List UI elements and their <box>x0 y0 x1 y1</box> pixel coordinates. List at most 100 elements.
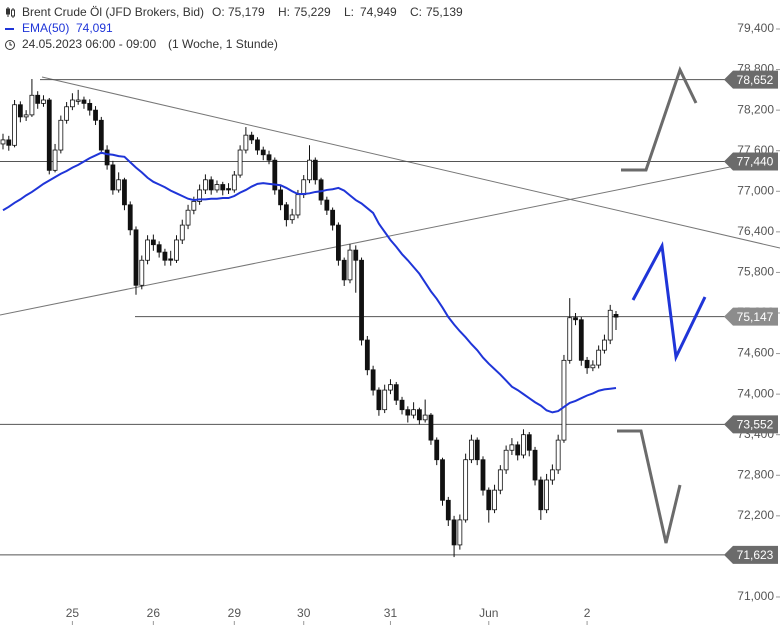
candle-body <box>521 434 526 456</box>
x-tick-label: Jun <box>479 606 498 620</box>
candle-body <box>399 399 405 411</box>
candle-body <box>220 184 226 191</box>
price-marker-label: 71,623 <box>737 548 774 562</box>
candle-body <box>29 94 35 116</box>
candle-body <box>549 469 555 481</box>
clock-icon <box>5 40 15 50</box>
price-marker <box>724 307 778 326</box>
candle-body <box>480 459 486 491</box>
candle-body <box>336 224 341 261</box>
candle-body <box>602 339 607 351</box>
y-tick-label: 79,400 <box>737 21 774 35</box>
candle-body <box>64 106 70 121</box>
candle-body <box>110 164 116 191</box>
candle-body <box>122 179 127 206</box>
candle-body <box>330 209 336 226</box>
candle-body <box>255 139 260 151</box>
candle-body <box>544 479 550 511</box>
ohlc-key: O: <box>212 5 225 19</box>
candle-body <box>434 439 440 461</box>
y-tick-label: 72,200 <box>737 508 774 522</box>
candle-body <box>69 99 75 108</box>
candle-body <box>509 444 515 451</box>
candle-body <box>12 104 17 146</box>
candle-body <box>156 244 162 253</box>
ohlc-value: 74,949 <box>360 5 397 19</box>
candle-body <box>168 258 174 261</box>
candle-body <box>474 439 480 461</box>
candle-body <box>35 94 41 104</box>
y-tick-label: 71,000 <box>737 589 774 603</box>
candle-body <box>145 239 150 261</box>
candle-body <box>75 99 81 102</box>
scenario-arrows <box>617 66 707 544</box>
x-tick-label: 29 <box>228 606 242 620</box>
candle-body <box>208 179 214 191</box>
candle-body <box>203 179 208 191</box>
candle-body <box>324 199 330 211</box>
scenario-down <box>617 429 682 544</box>
candle-body <box>607 309 613 341</box>
candle-body <box>492 489 497 511</box>
candle-body <box>515 444 521 456</box>
candle-body <box>347 249 353 281</box>
candle-body <box>116 179 122 191</box>
ema-legend-name: EMA(50) <box>22 21 69 35</box>
candle-body <box>428 414 434 441</box>
ema-legend-value: 74,091 <box>76 21 113 35</box>
candle-body <box>578 319 584 361</box>
y-tick-label: 72,800 <box>737 467 774 481</box>
candle-body <box>243 134 249 151</box>
candle-body <box>411 409 416 416</box>
y-tick-label: 76,400 <box>737 224 774 238</box>
candle-body <box>382 389 388 411</box>
candle-body <box>249 134 255 141</box>
ohlc-value: 75,139 <box>426 5 463 19</box>
candle-body <box>393 384 399 401</box>
candle-icon <box>6 7 15 18</box>
trend-lines <box>0 76 780 316</box>
period: 24.05.2023 06:00 - 09:00 <box>22 37 156 51</box>
candle-body <box>139 259 145 286</box>
candle-body <box>87 102 93 111</box>
x-tick-label: 25 <box>66 606 80 620</box>
candle-body <box>561 359 567 441</box>
candle-body <box>613 314 619 318</box>
price-marker-label: 78,652 <box>737 73 774 87</box>
candle-body <box>359 259 364 341</box>
ema-line <box>2 151 617 414</box>
y-tick-label: 75,800 <box>737 265 774 279</box>
x-axis: 25 26 29 30 31 Jun 2 <box>66 606 591 625</box>
candle-body <box>6 139 12 146</box>
candle-body <box>283 204 289 221</box>
candle-body <box>23 114 29 118</box>
y-tick-label: 77,000 <box>737 183 774 197</box>
candle-body <box>440 459 445 501</box>
candle-body <box>289 214 295 221</box>
price-marker <box>724 545 778 564</box>
candle-body <box>567 317 573 361</box>
candle-body <box>272 159 278 191</box>
ohlc-value: 75,229 <box>294 5 331 19</box>
candle-body <box>353 249 359 261</box>
ohlc-key: H: <box>278 5 290 19</box>
candle-body <box>555 439 561 471</box>
candle-body <box>226 188 231 191</box>
candle-body <box>58 119 64 151</box>
trend-line <box>41 76 780 249</box>
candle-body <box>17 104 23 118</box>
candle-body <box>503 449 509 471</box>
plot <box>0 79 619 558</box>
price-marker-label: 75,147 <box>737 310 774 324</box>
price-marker <box>724 152 778 171</box>
candle-body <box>191 201 197 211</box>
x-tick-label: 31 <box>384 606 398 620</box>
levels <box>0 79 725 556</box>
candle-body <box>445 499 451 521</box>
candle-body <box>364 339 370 371</box>
candle-body <box>388 384 393 391</box>
candle-body <box>596 349 602 366</box>
candle-body <box>584 359 590 369</box>
candle-body <box>341 259 347 281</box>
